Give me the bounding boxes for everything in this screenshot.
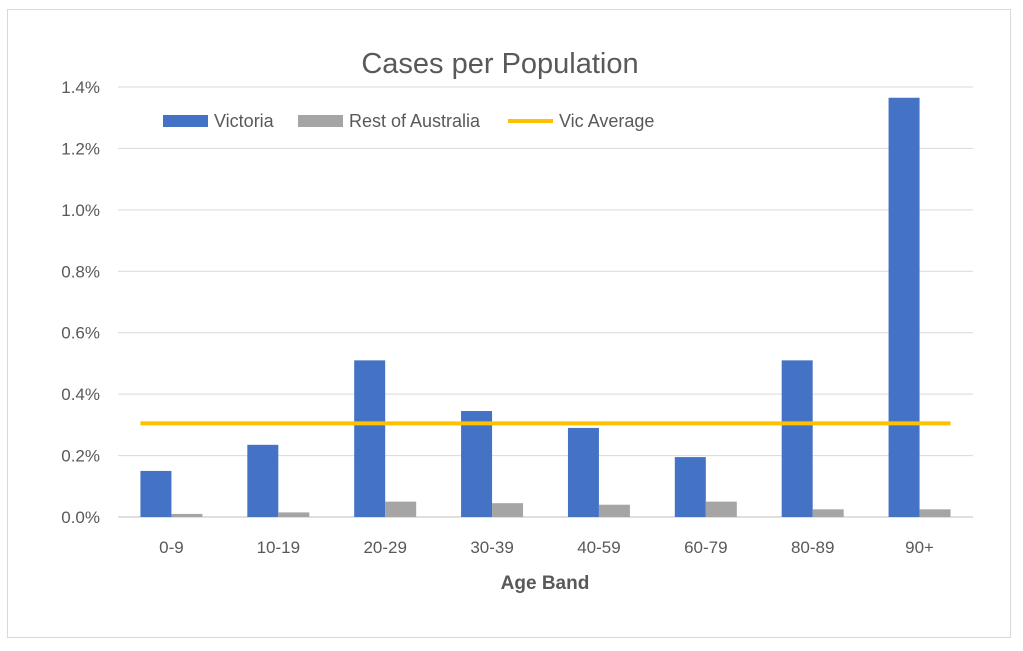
chart-title: Cases per Population [361,48,638,80]
bar-rest-of-australia [385,501,417,517]
legend-label: Victoria [214,111,275,131]
bar-rest-of-australia [705,501,737,517]
bar-victoria [247,444,279,517]
bar-victoria [354,360,386,517]
legend-label: Rest of Australia [349,111,481,131]
y-tick-label: 0.6% [61,324,100,343]
legend-swatch [298,115,343,127]
x-tick-label: 20-29 [363,538,406,557]
y-tick-label: 0.0% [61,508,100,527]
bar-rest-of-australia [812,509,844,517]
y-tick-label: 1.0% [61,201,100,220]
y-tick-label: 1.2% [61,139,100,158]
x-tick-label: 10-19 [257,538,300,557]
bar-victoria [781,360,813,517]
legend-label: Vic Average [559,111,654,131]
legend: Victoria Rest of Australia Vic Average [163,111,654,131]
y-tick-label: 0.4% [61,385,100,404]
bar-rest-of-australia [492,503,524,517]
bar-rest-of-australia [919,509,951,517]
x-tick-label: 30-39 [470,538,513,557]
bar-victoria [140,470,172,517]
x-tick-label: 0-9 [159,538,184,557]
y-tick-label: 0.2% [61,447,100,466]
chart-frame [7,9,1011,638]
x-axis-ticks: 0-9 10-19 20-29 30-39 40-59 60-79 80-89 90+ [159,538,934,557]
bar-rest-of-australia [171,513,203,517]
y-tick-label: 1.4% [61,78,100,97]
x-tick-label: 90+ [905,538,934,557]
y-axis-ticks: 0.0% 0.2% 0.4% 0.6% 0.8% 1.0% 1.2% 1.4% [61,78,100,527]
bars [140,97,951,517]
bar-victoria [567,427,599,517]
bar-victoria [461,411,493,517]
bar-rest-of-australia [598,504,630,517]
bar-victoria [888,97,920,517]
x-tick-label: 80-89 [791,538,834,557]
legend-swatch [163,115,208,127]
x-axis-label: Age Band [501,573,590,594]
y-tick-label: 0.8% [61,262,100,281]
bar-victoria [674,457,706,517]
grid-lines [118,86,973,518]
x-tick-label: 60-79 [684,538,727,557]
bar-rest-of-australia [278,512,310,517]
x-tick-label: 40-59 [577,538,620,557]
